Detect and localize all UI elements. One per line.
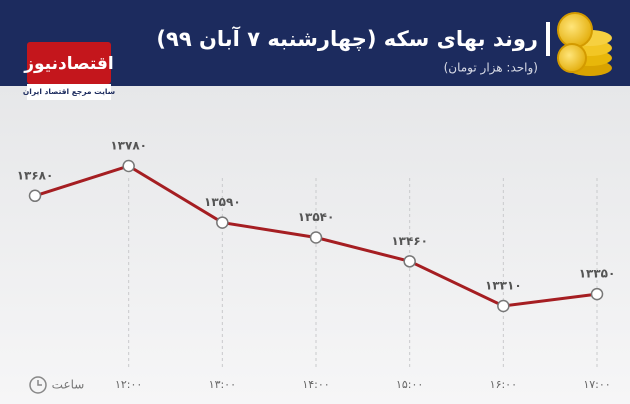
x-tick-label: ۱۴:۰۰ [302,378,329,391]
data-label: ۱۳۳۱۰ [485,279,522,293]
logo-box [27,42,111,84]
x-tick-label: ۱۶:۰۰ [490,378,517,391]
title-separator [546,22,550,56]
data-label: ۱۳۵۴۰ [298,210,335,224]
x-tick-label: ۱۲:۰۰ [115,378,142,391]
data-label: ۱۳۷۸۰ [110,139,147,153]
point [497,299,510,313]
chart-title: روند بهای سکه (چهارشنبه ۷ آبان ۹۹) [156,26,538,51]
x-axis-label: ساعت [52,378,85,392]
data-label: ۱۳۴۶۰ [391,234,428,248]
point [590,287,604,301]
point [216,216,229,229]
x-tick-label: ۱۳:۰۰ [209,378,236,391]
logo-name: اقتصادنیوز [23,54,114,74]
clock-icon [29,376,47,394]
logo-band [27,84,111,100]
point [28,189,42,203]
point [403,255,416,268]
data-label: ۱۳۵۹۰ [204,195,241,209]
clock-hands [37,380,42,386]
data-label: ۱۳۳۵۰ [579,267,616,281]
chart-subtitle: (واحد: هزار تومان) [444,61,538,76]
point [309,231,323,244]
data-label: ۱۳۶۸۰ [17,168,54,182]
point [122,159,135,173]
logo-tagline: سایت مرجع اقتصاد ایران [23,87,115,96]
x-tick-label: ۱۵:۰۰ [396,378,423,391]
coins-icon [557,12,612,76]
x-tick-label: ۱۷:۰۰ [583,378,610,391]
